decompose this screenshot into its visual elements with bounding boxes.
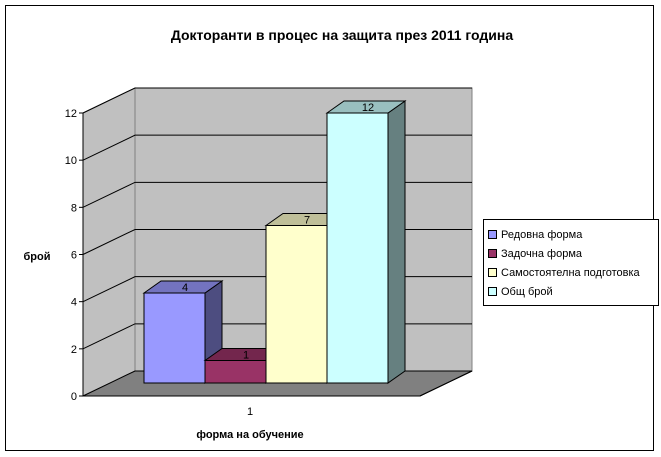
legend-item: Редовна форма: [488, 225, 658, 244]
gridline: [82, 87, 472, 114]
x-tick-label: 1: [247, 406, 253, 418]
bar-4: [325, 100, 407, 384]
legend-item: Самостоятелна подготовка: [488, 263, 658, 282]
legend-item: Задочна форма: [488, 244, 658, 263]
y-tick-label: 2: [71, 344, 77, 356]
data-label: 4: [182, 282, 188, 294]
legend-swatch: [488, 268, 497, 277]
bar-front: [326, 112, 389, 384]
legend-label: Редовна форма: [501, 228, 583, 241]
legend-label: Задочна форма: [501, 247, 583, 260]
legend-item: Общ брой: [488, 282, 658, 301]
bar-1: [142, 280, 224, 384]
data-label: 7: [304, 215, 310, 227]
bar-side: [387, 100, 406, 384]
y-tick-label: 8: [71, 202, 77, 214]
legend-label: Самостоятелна подготовка: [501, 266, 640, 279]
legend: Редовна форма Задочна форма Самостоятелна …: [483, 219, 659, 306]
bar-front: [265, 225, 328, 384]
data-label: 1: [243, 350, 249, 362]
x-axis-title: форма на обучение: [196, 429, 303, 441]
bar-front: [204, 360, 267, 384]
chart-title: Докторанти в процес на защита през 2011 …: [171, 27, 514, 43]
data-label: 12: [362, 102, 374, 114]
y-axis-title: брой: [24, 251, 51, 263]
y-tick-label: 6: [71, 250, 77, 262]
y-tick-label: 0: [71, 391, 77, 403]
legend-swatch: [488, 230, 497, 239]
y-tick-label: 10: [65, 155, 77, 167]
y-tick-label: 4: [71, 297, 77, 309]
bar-front: [143, 292, 206, 384]
legend-swatch: [488, 249, 497, 258]
legend-swatch: [488, 287, 497, 296]
floor-edge: [419, 370, 473, 397]
y-tick-label: 12: [65, 108, 77, 120]
legend-label: Общ брой: [501, 285, 553, 298]
